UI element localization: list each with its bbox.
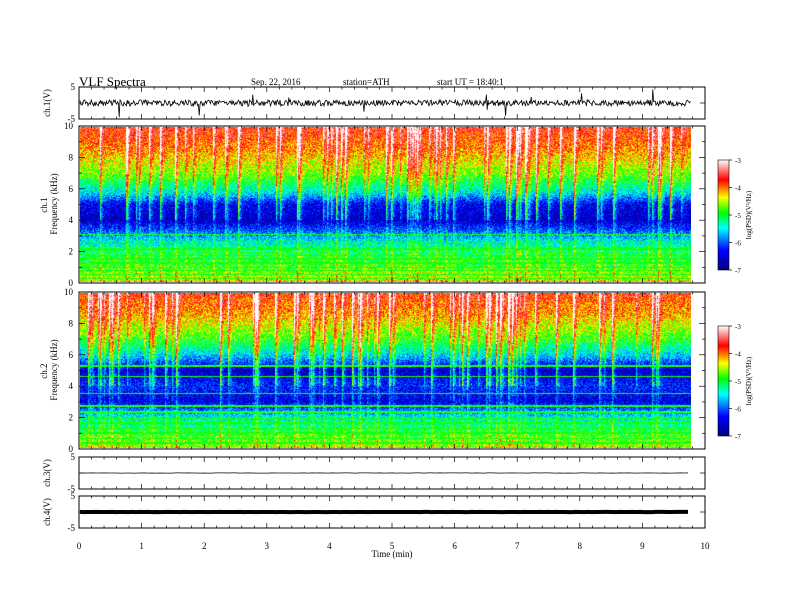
x-tick-label: 1 xyxy=(139,541,144,551)
ch1-spectrogram-ylabel-line1: ch.1 xyxy=(39,198,49,213)
x-tick-label: 2 xyxy=(202,541,207,551)
y-tick-label: 5 xyxy=(71,82,76,92)
x-tick-label: 9 xyxy=(640,541,645,551)
ch2-colorbar xyxy=(717,325,730,437)
y-tick-label: 8 xyxy=(69,152,74,162)
ch1-waveform-ylabel: ch.1(V) xyxy=(42,89,52,117)
x-tick-label: 6 xyxy=(452,541,457,551)
y-tick-label: -5 xyxy=(68,114,76,124)
y-tick-label: 5 xyxy=(71,452,76,462)
y-tick-label: 5 xyxy=(71,491,76,501)
x-tick-label: 10 xyxy=(701,541,711,551)
y-tick-label: 2 xyxy=(69,413,74,423)
ch4-waveform-ylabel: ch.4(V) xyxy=(42,498,52,526)
y-tick-label: -5 xyxy=(68,484,76,494)
x-tick-label: 8 xyxy=(578,541,583,551)
station-label: station=ATH xyxy=(343,77,390,87)
x-axis-label: Time (min) xyxy=(372,549,413,559)
colorbar-tick-label: -5 xyxy=(735,378,741,386)
y-tick-label: 2 xyxy=(69,247,74,257)
date-label: Sep. 22, 2016 xyxy=(251,77,301,87)
ch2-spectrogram-ylabel-line1: ch.2 xyxy=(39,364,49,379)
ch1-trace xyxy=(79,89,691,118)
ch1-colorbar xyxy=(717,159,730,271)
y-tick-label: 8 xyxy=(69,318,74,328)
ch1-spectrogram-image xyxy=(80,127,691,282)
ch1-spectrogram-ylabel-line2: Frequency (kHz) xyxy=(49,173,59,234)
x-tick-label: 3 xyxy=(265,541,270,551)
y-tick-label: 0 xyxy=(69,444,74,454)
colorbar-tick-label: -4 xyxy=(735,185,741,193)
colorbar-tick-label: -6 xyxy=(735,406,741,414)
ch1-colorbar-label: log(PSD)(V²/Hz) xyxy=(745,190,753,239)
axis-ticks: 0 1 2 3 4 5 6 7 8 9 105-55-55-502468100246810-3-4-… xyxy=(64,82,741,551)
colorbar-tick-label: -7 xyxy=(735,267,741,275)
colorbar-tick-label: -4 xyxy=(735,351,741,359)
y-tick-label: 4 xyxy=(69,381,74,391)
y-tick-label: 6 xyxy=(69,350,74,360)
ch2-spectrogram-image xyxy=(80,293,691,448)
colorbar-tick-label: -3 xyxy=(735,323,741,331)
y-tick-label: -5 xyxy=(68,523,76,533)
x-tick-label: 4 xyxy=(327,541,332,551)
colorbar-tick-label: -3 xyxy=(735,157,741,165)
x-tick-label: 7 xyxy=(515,541,520,551)
x-tick-label: 5 xyxy=(390,541,395,551)
colorbar-tick-label: -6 xyxy=(735,240,741,248)
colorbar-tick-label: -7 xyxy=(735,433,741,441)
ch1-spectrogram-ylabel: ch.1 Frequency (kHz) xyxy=(39,173,59,234)
ch3-waveform-ylabel: ch.3(V) xyxy=(42,459,52,487)
y-tick-label: 4 xyxy=(69,215,74,225)
ch2-spectrogram-ylabel: ch.2 Frequency (kHz) xyxy=(39,339,59,400)
y-tick-label: 10 xyxy=(64,121,74,131)
ch2-colorbar-label: log(PSD)(V²/Hz) xyxy=(745,356,753,405)
y-tick-label: 0 xyxy=(69,278,74,288)
y-tick-label: 6 xyxy=(69,184,74,194)
y-tick-label: 10 xyxy=(64,287,74,297)
ch2-spectrogram-ylabel-line2: Frequency (kHz) xyxy=(49,339,59,400)
start-time-label: start UT = 18:40:1 xyxy=(437,77,504,87)
x-tick-label: 0 xyxy=(77,541,82,551)
figure-title: VLF Spectra xyxy=(79,74,146,89)
colorbar-tick-label: -5 xyxy=(735,212,741,220)
